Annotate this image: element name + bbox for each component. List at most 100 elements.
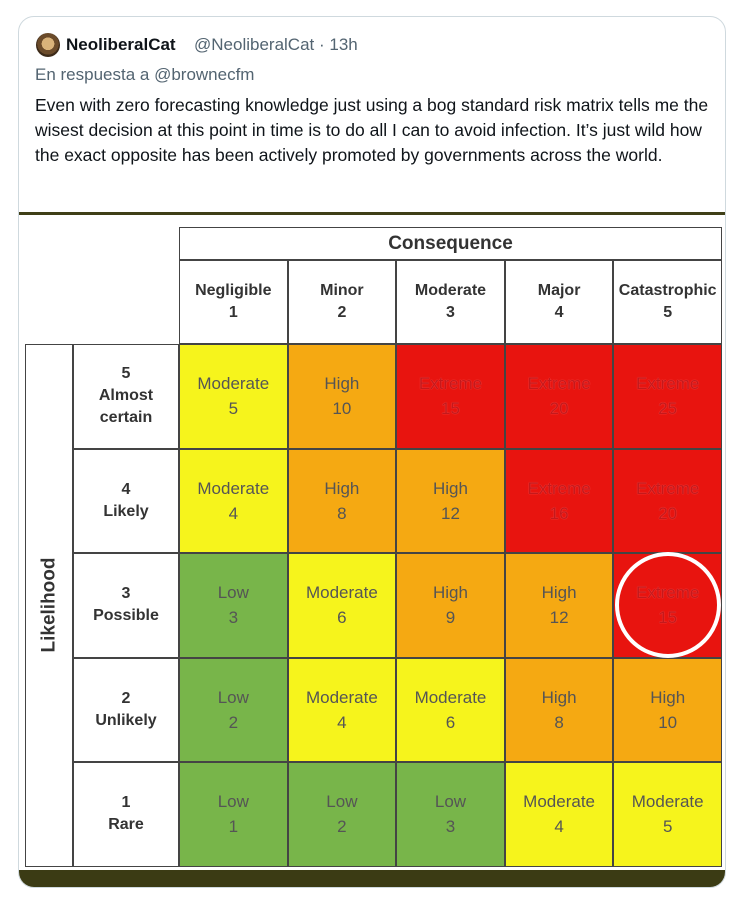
risk-cell: High 10 [613,657,722,762]
risk-cell: Moderate 5 [179,344,288,449]
likelihood-label: Likelihood [38,557,59,653]
risk-rating: Low [434,792,467,812]
risk-rating: High [324,374,360,394]
avatar[interactable] [36,33,60,57]
risk-cell: High 12 [504,553,614,658]
tweet-card[interactable]: NeoliberalCat @NeoliberalCat · 13h En re… [18,16,726,888]
column-header: Major 4 [504,260,614,344]
risk-rating: High [433,478,468,498]
row-label: Unlikely [95,711,157,729]
risk-rating: Moderate [631,792,704,812]
risk-cell: High 8 [287,448,397,553]
row-header: 5 Almost certain [73,344,179,449]
risk-cell: Extreme 16 [504,448,614,553]
row-label: Almost certain [98,387,154,427]
risk-cell: Extreme 25 [613,344,722,449]
risk-cell: Low 3 [396,762,505,867]
row-header: 3 Possible [73,553,179,658]
risk-cell: High 9 [396,553,505,658]
risk-cell: Low 3 [179,553,288,658]
column-name: Catastrophic [618,282,717,299]
risk-score: 8 [554,712,564,732]
risk-cell: High 10 [287,344,397,449]
risk-score: 6 [337,608,347,628]
row-header: 1 Rare [73,762,179,867]
risk-score: 1 [228,817,239,837]
column-name: Minor [320,282,364,299]
risk-score: 5 [228,399,239,419]
risk-rating: Extreme [527,374,591,394]
risk-cell: Low 2 [287,762,397,867]
risk-rating: Extreme [636,374,700,394]
risk-score: 5 [662,817,673,837]
column-number: 3 [446,304,455,321]
risk-cell: Moderate 5 [613,762,722,867]
risk-score: 4 [337,712,347,732]
likelihood-header: Likelihood [25,344,73,867]
risk-cell: Moderate 4 [504,762,614,867]
risk-rating: Low [217,583,249,603]
risk-cell: Extreme 20 [504,344,614,449]
risk-cell: Moderate 6 [287,553,397,658]
risk-score: 4 [228,503,239,523]
risk-rating: High [324,478,360,498]
risk-score: 25 [658,399,678,419]
row-number: 5 [121,365,131,383]
row-number: 2 [121,689,131,707]
risk-score: 12 [441,503,460,523]
risk-score: 10 [658,712,678,732]
consequence-label: Consequence [388,232,513,254]
row-number: 4 [121,480,131,498]
risk-score: 6 [445,712,456,732]
author-meta[interactable]: @NeoliberalCat · 13h [194,35,358,54]
risk-score: 8 [337,503,347,523]
column-name: Negligible [195,282,272,299]
risk-score: 12 [549,608,569,628]
column-name: Major [537,282,581,299]
risk-rating: Moderate [523,792,595,812]
risk-rating: High [650,687,686,707]
risk-rating: Low [326,792,358,812]
row-number: 1 [121,794,131,812]
column-number: 2 [337,304,347,321]
author-name[interactable]: NeoliberalCat [66,35,176,54]
risk-cell: Moderate 6 [396,657,505,762]
risk-rating: High [541,687,577,707]
column-number: 4 [554,304,564,321]
reply-to[interactable]: En respuesta a @brownecfm [35,65,255,84]
risk-rating: Moderate [305,687,378,707]
risk-score: 10 [332,399,352,419]
risk-cell: High 8 [504,657,614,762]
risk-rating: Low [217,792,249,812]
column-header: Minor 2 [287,260,397,344]
risk-cell: Extreme 15 [396,344,505,449]
column-number: 1 [228,304,238,321]
risk-score: 4 [554,817,564,837]
risk-score: 20 [658,503,678,523]
risk-cell: Low 2 [179,657,288,762]
column-header: Moderate 3 [396,260,505,344]
risk-score: 9 [445,608,456,628]
column-header: Negligible 1 [179,260,288,344]
risk-matrix-image[interactable]: Consequence Negligible 1 Minor 2 Moderate 3 Maj… [19,212,725,887]
row-number: 3 [121,585,131,603]
risk-rating: High [541,583,577,603]
risk-score: 3 [228,608,239,628]
consequence-header: Consequence [179,227,722,260]
risk-cell: High 12 [396,448,505,553]
risk-rating: Moderate [197,374,270,394]
row-label: Likely [103,502,149,520]
risk-rating: Extreme [636,478,700,498]
risk-rating: Moderate [197,478,270,498]
column-header: Catastrophic 5 [613,260,722,344]
risk-score: 20 [549,399,569,419]
risk-rating: Extreme [527,478,591,498]
row-label: Possible [93,607,159,625]
image-border [19,870,725,887]
risk-score: 16 [549,503,569,523]
risk-cell: Moderate 4 [179,448,288,553]
risk-rating: Low [217,687,249,707]
column-number: 5 [663,304,673,321]
risk-cell: Extreme 20 [613,448,722,553]
